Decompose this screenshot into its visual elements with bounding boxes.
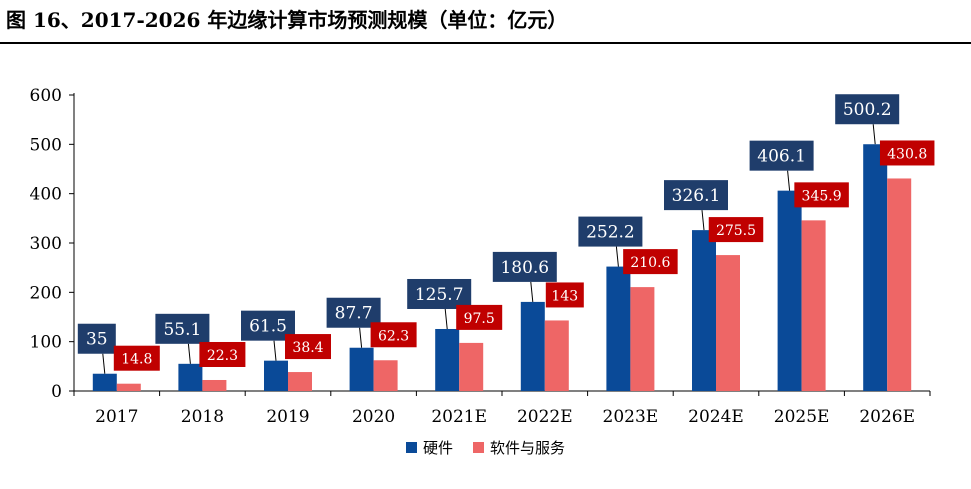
bar-hardware bbox=[606, 266, 631, 391]
data-label-box-hardware bbox=[155, 313, 210, 344]
legend-label-software: 软件与服务 bbox=[490, 438, 566, 457]
y-tick-label: 100 bbox=[30, 333, 62, 353]
data-label-box-hardware bbox=[835, 94, 900, 125]
x-tick-label: 2024E bbox=[688, 407, 744, 427]
leader-line-hardware bbox=[701, 210, 705, 231]
data-label-box-hardware bbox=[664, 180, 728, 211]
leader-line-hardware bbox=[615, 246, 619, 267]
data-label-hardware: 180.6 bbox=[500, 258, 549, 278]
legend-swatch-hardware bbox=[405, 441, 417, 453]
data-label-box-hardware bbox=[77, 323, 116, 354]
y-tick-label: 500 bbox=[30, 135, 62, 155]
y-tick-label: 400 bbox=[30, 185, 62, 205]
data-label-hardware: 326.1 bbox=[672, 186, 721, 206]
data-label-hardware: 55.1 bbox=[163, 320, 201, 340]
leader-line-hardware bbox=[359, 327, 363, 348]
bar-hardware bbox=[692, 230, 716, 391]
chart-legend: 硬件 软件与服务 bbox=[0, 436, 971, 458]
bar-software bbox=[288, 372, 312, 391]
bar-software bbox=[459, 342, 484, 391]
bar-hardware bbox=[264, 360, 288, 391]
x-tick-label: 2018 bbox=[181, 407, 224, 427]
data-label-software: 97.5 bbox=[464, 311, 495, 327]
bar-hardware bbox=[349, 347, 374, 391]
y-tick-label: 200 bbox=[30, 283, 62, 303]
bar-hardware bbox=[435, 328, 460, 391]
data-label-hardware: 35 bbox=[86, 330, 108, 350]
y-tick-label: 0 bbox=[51, 382, 62, 402]
data-label-software: 62.3 bbox=[378, 328, 409, 344]
figure-title: 图 16、2017-2026 年边缘计算市场预测规模（单位：亿元） bbox=[6, 8, 568, 32]
data-label-box-software bbox=[879, 140, 935, 166]
data-label-box-software bbox=[199, 341, 246, 367]
bar-hardware bbox=[777, 190, 802, 391]
bar-software bbox=[116, 383, 141, 391]
bar-hardware bbox=[178, 363, 203, 391]
data-label-box-software bbox=[794, 182, 849, 208]
data-label-box-hardware bbox=[407, 278, 472, 309]
data-label-hardware: 61.5 bbox=[249, 317, 287, 337]
data-label-box-software bbox=[708, 217, 764, 243]
data-label-hardware: 406.1 bbox=[757, 147, 806, 167]
data-label-software: 14.8 bbox=[121, 352, 152, 368]
bar-software bbox=[630, 287, 655, 391]
data-label-hardware: 252.2 bbox=[586, 223, 635, 243]
x-tick-label: 2022E bbox=[517, 407, 573, 427]
x-tick-label: 2026E bbox=[859, 407, 915, 427]
legend-label-hardware: 硬件 bbox=[422, 438, 453, 457]
data-label-hardware: 87.7 bbox=[335, 304, 373, 324]
x-tick-label: 2021E bbox=[431, 407, 487, 427]
data-label-box-hardware bbox=[578, 216, 643, 247]
data-label-box-software bbox=[545, 282, 584, 308]
data-label-box-software bbox=[456, 304, 503, 330]
bar-software bbox=[373, 360, 398, 391]
title-divider bbox=[0, 42, 971, 44]
data-label-box-software bbox=[113, 345, 160, 371]
y-tick-label: 600 bbox=[30, 86, 62, 106]
data-label-hardware: 125.7 bbox=[415, 285, 464, 305]
data-label-box-software bbox=[623, 249, 678, 275]
bar-software bbox=[887, 178, 912, 391]
x-tick-label: 2023E bbox=[603, 407, 659, 427]
data-label-software: 275.5 bbox=[716, 223, 756, 239]
x-tick-label: 2025E bbox=[774, 407, 830, 427]
leader-line-hardware bbox=[102, 353, 106, 374]
legend-swatch-software bbox=[473, 441, 484, 453]
data-label-box-hardware bbox=[749, 140, 814, 171]
data-label-software: 143 bbox=[551, 288, 578, 304]
data-label-software: 345.9 bbox=[802, 188, 842, 204]
data-label-software: 38.4 bbox=[292, 340, 323, 356]
data-label-hardware: 500.2 bbox=[843, 100, 892, 120]
data-label-software: 22.3 bbox=[207, 348, 238, 364]
leader-line-hardware bbox=[187, 343, 191, 364]
bar-hardware bbox=[520, 301, 545, 391]
legend-item-hardware: 硬件 bbox=[405, 437, 453, 458]
data-label-box-software bbox=[285, 334, 331, 360]
data-label-software: 210.6 bbox=[630, 255, 670, 271]
data-label-software: 430.8 bbox=[887, 146, 927, 162]
y-tick-label: 300 bbox=[30, 234, 62, 254]
data-label-box-software bbox=[370, 322, 417, 348]
leader-line-hardware bbox=[872, 124, 876, 145]
x-tick-label: 2020 bbox=[352, 407, 395, 427]
bar-software bbox=[716, 255, 740, 391]
leader-line-hardware bbox=[787, 170, 791, 191]
leader-line-hardware bbox=[530, 281, 534, 302]
data-label-box-hardware bbox=[492, 251, 557, 282]
bar-software bbox=[544, 320, 569, 391]
bar-hardware bbox=[863, 144, 888, 391]
bar-software bbox=[202, 379, 227, 391]
x-tick-label: 2019 bbox=[266, 407, 309, 427]
legend-item-software: 软件与服务 bbox=[473, 437, 565, 458]
leader-line-hardware bbox=[273, 340, 277, 361]
bar-software bbox=[801, 220, 826, 391]
leader-line-hardware bbox=[444, 308, 448, 330]
bar-hardware bbox=[92, 373, 117, 391]
x-tick-label: 2017 bbox=[95, 407, 138, 427]
